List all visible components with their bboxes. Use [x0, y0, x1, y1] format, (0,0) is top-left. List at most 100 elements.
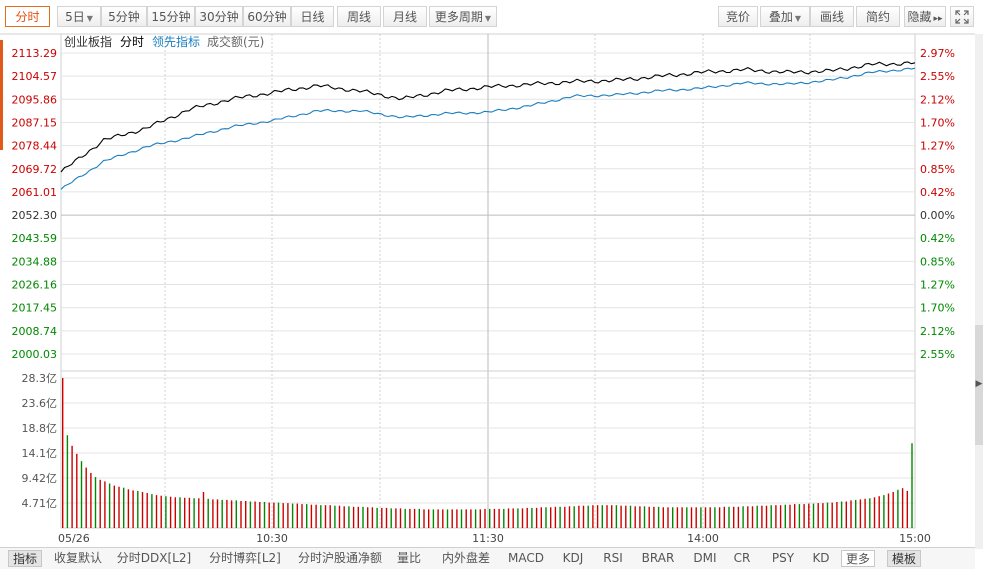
- volume-bar: [850, 500, 852, 528]
- volume-bar: [587, 505, 589, 528]
- period-button-5[interactable]: 60分钟: [243, 6, 291, 27]
- volume-bar: [207, 498, 209, 528]
- volume-bar: [878, 496, 880, 528]
- volume-bar: [822, 503, 824, 528]
- indicator-button-8[interactable]: KDJ: [562, 551, 584, 565]
- volume-bar: [657, 506, 660, 528]
- volume-bar: [277, 502, 280, 528]
- period-button-8[interactable]: 月线: [383, 6, 427, 27]
- price-tick-label: 2052.30: [12, 209, 58, 222]
- right-scrollbar[interactable]: [975, 34, 983, 549]
- volume-bar: [249, 501, 252, 528]
- period-button-4[interactable]: 30分钟: [195, 6, 243, 27]
- volume-bar: [287, 503, 289, 528]
- volume-bar: [442, 509, 444, 528]
- indicator-button-14[interactable]: KD: [812, 551, 830, 565]
- chevron-down-icon: ▼: [86, 14, 93, 23]
- indicator-button-15[interactable]: 更多: [841, 550, 875, 567]
- volume-bar: [385, 507, 388, 528]
- volume-bar: [625, 505, 627, 528]
- indicator-button-4[interactable]: 分时沪股通净额: [297, 551, 382, 565]
- volume-bar: [639, 506, 641, 528]
- indicator-button-13[interactable]: PSY: [771, 551, 795, 565]
- volume-bar: [911, 443, 913, 528]
- period-button-2[interactable]: 5分钟: [101, 6, 147, 27]
- period-button-6[interactable]: 日线: [291, 6, 334, 27]
- indicator-button-0[interactable]: 指标: [8, 550, 42, 567]
- volume-bar: [803, 504, 805, 528]
- period-button-0[interactable]: 分时: [5, 6, 50, 27]
- period-button-3[interactable]: 15分钟: [147, 6, 195, 27]
- volume-bar: [559, 506, 561, 528]
- tool-button-0[interactable]: 竞价: [718, 6, 758, 27]
- volume-bar: [812, 503, 815, 528]
- volume-bar: [681, 507, 683, 528]
- period-button-1[interactable]: 5日 ▼: [57, 6, 101, 27]
- volume-bar: [245, 501, 247, 528]
- percent-tick-label: 0.42%: [920, 232, 955, 245]
- indicator-button-12[interactable]: CR: [733, 551, 751, 565]
- volume-bar: [367, 507, 369, 528]
- indicator-button-9[interactable]: RSI: [603, 551, 623, 565]
- indicator-button-16[interactable]: 模板: [887, 550, 921, 567]
- right-scrollbar-thumb[interactable]: [975, 325, 983, 445]
- tool-button-3[interactable]: 简约: [856, 6, 900, 27]
- volume-bar: [376, 507, 378, 528]
- volume-bar: [404, 508, 406, 528]
- volume-bar: [418, 508, 420, 528]
- volume-bar: [817, 503, 819, 528]
- volume-bar: [371, 507, 374, 528]
- volume-bar: [123, 487, 125, 528]
- volume-bar: [338, 505, 341, 528]
- volume-bar: [564, 506, 566, 528]
- indicator-button-2[interactable]: 分时DDX[L2]: [116, 551, 192, 565]
- tool-button-1[interactable]: 叠加 ▼: [760, 6, 810, 27]
- volume-bar: [146, 493, 148, 528]
- volume-bar: [470, 509, 472, 528]
- volume-bar: [606, 505, 608, 528]
- panel-toggle-icon[interactable]: ▶: [975, 379, 983, 389]
- volume-bar: [592, 505, 594, 528]
- volume-bar: [596, 505, 599, 528]
- tool-button-1-label: 叠加: [768, 10, 793, 24]
- period-button-9[interactable]: 更多周期 ▼: [429, 6, 497, 27]
- percent-tick-label: 2.12%: [920, 93, 955, 106]
- volume-bar: [615, 505, 618, 528]
- volume-bar: [273, 502, 275, 528]
- volume-tick-label: 28.3亿: [22, 372, 58, 385]
- price-tick-label: 2034.88: [12, 255, 58, 268]
- indicator-button-6[interactable]: 内外盘差: [441, 551, 490, 565]
- fullscreen-icon[interactable]: [950, 6, 974, 27]
- volume-bar: [62, 378, 64, 528]
- period-button-5-label: 60分钟: [247, 10, 287, 24]
- price-tick-label: 2087.15: [12, 116, 58, 129]
- indicator-button-1[interactable]: 收复默认: [53, 551, 102, 565]
- volume-bar: [179, 497, 181, 528]
- volume-bar: [188, 497, 191, 528]
- volume-bar: [428, 509, 430, 528]
- volume-bar: [127, 489, 130, 528]
- volume-bar: [362, 506, 364, 528]
- volume-bar: [282, 503, 284, 528]
- volume-bar: [887, 493, 890, 528]
- indicator-button-5[interactable]: 量比: [396, 551, 421, 565]
- period-button-7[interactable]: 周线: [337, 6, 381, 27]
- volume-bar: [118, 486, 120, 528]
- volume-bar: [90, 472, 92, 528]
- indicator-button-10[interactable]: BRAR: [641, 551, 675, 565]
- volume-bar: [840, 501, 843, 528]
- volume-bar: [169, 496, 172, 528]
- indicator-button-3[interactable]: 分时博弈[L2]: [209, 551, 281, 565]
- volume-bar: [71, 445, 73, 528]
- tool-button-4[interactable]: 隐藏 ▸▸: [904, 6, 946, 27]
- indicator-button-11[interactable]: DMI: [693, 551, 717, 565]
- indicator-button-7[interactable]: MACD: [508, 551, 544, 565]
- volume-bar: [751, 506, 754, 528]
- volume-bar: [137, 490, 139, 528]
- volume-bar: [348, 506, 350, 528]
- volume-bar: [676, 507, 679, 528]
- tool-button-2[interactable]: 画线: [810, 6, 854, 27]
- volume-bar: [268, 502, 270, 528]
- volume-bar: [174, 497, 176, 528]
- volume-bar: [545, 507, 547, 528]
